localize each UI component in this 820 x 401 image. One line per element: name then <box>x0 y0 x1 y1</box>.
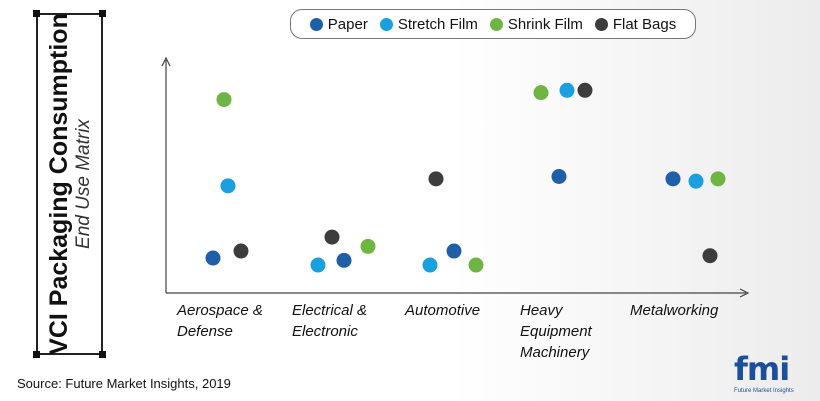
x-axis-arrow <box>739 288 750 298</box>
data-point-stretch-film <box>688 173 704 189</box>
data-point-flat-bags <box>233 243 249 259</box>
logo-tagline: Future Market Insights <box>734 388 794 394</box>
source-note: Source: Future Market Insights, 2019 <box>17 376 231 391</box>
data-point-stretch-film <box>422 257 438 273</box>
legend-label: Paper <box>327 15 368 33</box>
x-tick-label: Heavy Equipment Machinery <box>520 302 592 361</box>
legend: Paper Stretch Film Shrink Film Flat Bags <box>290 9 696 39</box>
data-point-shrink-film <box>710 171 726 187</box>
data-point-stretch-film <box>310 257 326 273</box>
data-point-shrink-film <box>216 92 232 108</box>
x-tick-label: Automotive <box>405 302 481 319</box>
data-point-flat-bags <box>428 171 444 187</box>
legend-marker <box>594 17 608 31</box>
data-point-flat-bags <box>577 82 593 98</box>
legend-marker <box>379 17 393 31</box>
data-point-shrink-film <box>533 85 549 101</box>
data-point-paper <box>336 252 352 268</box>
title-frame <box>36 13 103 355</box>
data-point-stretch-film <box>559 82 575 98</box>
legend-marker <box>489 17 503 31</box>
data-point-flat-bags <box>324 229 340 245</box>
data-point-paper <box>551 169 567 184</box>
legend-item: Paper <box>309 15 368 33</box>
data-point-paper <box>665 171 681 187</box>
fmi-logo: fmi Future Market Insights <box>734 352 814 398</box>
frame-corner <box>33 351 40 358</box>
data-point-paper <box>205 250 221 266</box>
legend-label: Flat Bags <box>612 15 677 33</box>
legend-item: Stretch Film <box>379 15 478 33</box>
legend-marker <box>309 17 323 31</box>
legend-item: Shrink Film <box>489 15 583 33</box>
x-tick-label: Electrical & Electronic <box>292 302 368 340</box>
data-point-paper <box>446 243 462 259</box>
legend-label: Stretch Film <box>397 15 478 33</box>
frame-corner <box>99 10 106 17</box>
frame-corner <box>33 10 40 17</box>
frame-corner <box>99 351 106 358</box>
x-tick-label: Metalworking <box>630 302 719 319</box>
legend-item: Flat Bags <box>594 15 677 33</box>
data-point-shrink-film <box>360 238 376 254</box>
data-point-stretch-film <box>220 178 236 194</box>
x-tick-label: Aerospace & Defense <box>177 302 263 340</box>
y-axis-arrow <box>161 56 171 67</box>
logo-mark: fmi <box>734 350 790 388</box>
legend-label: Shrink Film <box>507 15 583 33</box>
data-point-shrink-film <box>468 257 484 273</box>
data-point-flat-bags <box>702 248 718 264</box>
